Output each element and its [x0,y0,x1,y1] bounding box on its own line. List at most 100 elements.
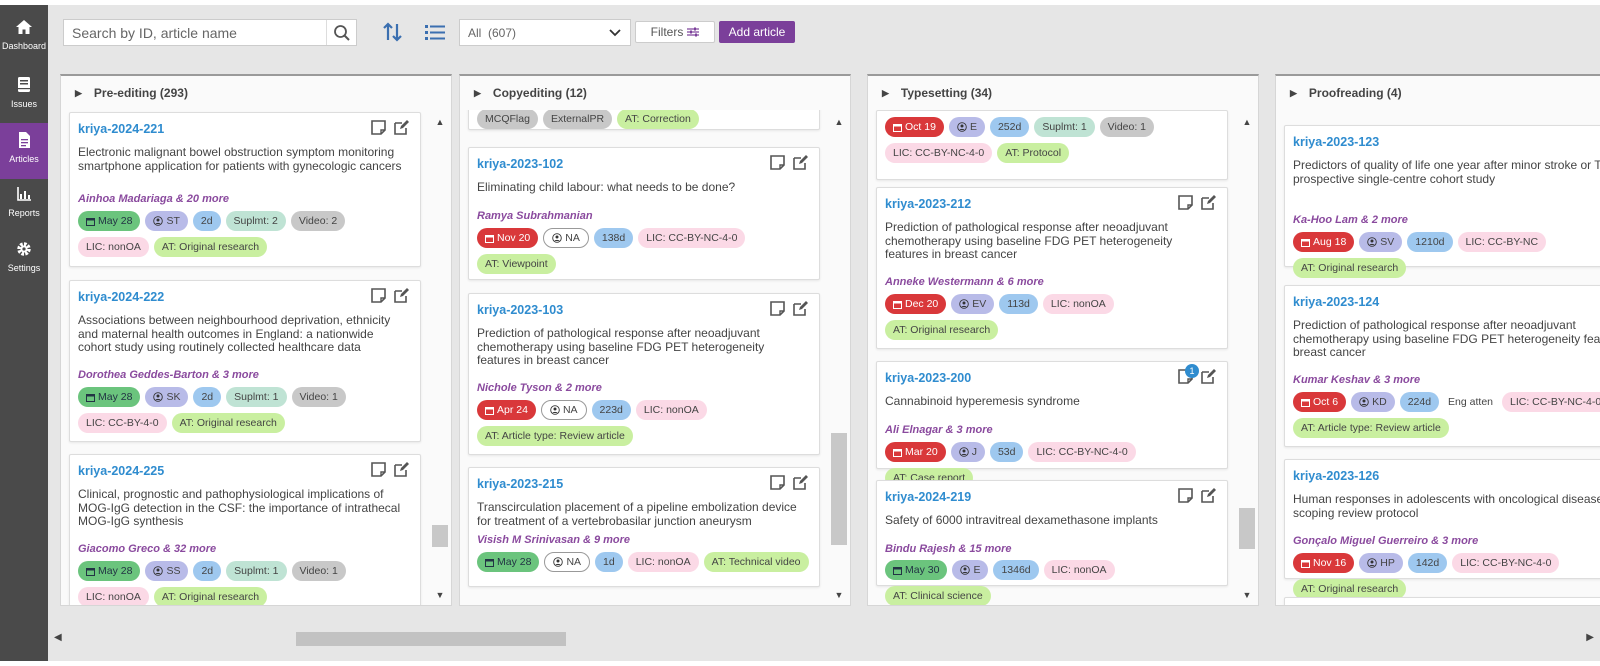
scroll-up-arrow[interactable]: ▲ [1242,117,1252,127]
tag-label: May 28 [98,391,133,403]
note-icon[interactable] [1177,487,1194,504]
edit-icon[interactable] [1200,194,1217,211]
vertical-scrollbar[interactable]: ▲ ▼ [1239,116,1255,601]
article-id-link[interactable]: kriya-2023-102 [477,157,564,171]
scroll-up-arrow[interactable]: ▲ [435,117,445,127]
article-card[interactable]: kriya-2024-222 Associations between neig… [69,280,421,442]
sidebar-item-settings[interactable]: Settings [0,232,48,288]
article-id-link[interactable]: kriya-2024-219 [885,490,972,504]
article-id-link[interactable]: kriya-2024-222 [78,290,165,304]
note-icon[interactable] [370,461,387,478]
article-card[interactable]: kriya-2024-225 Clinical, prognostic and … [69,454,421,605]
scroll-left-arrow[interactable]: ◀ [54,632,62,643]
scroll-down-arrow[interactable]: ▼ [435,590,445,600]
sidebar-item-articles[interactable]: Articles [0,123,48,179]
article-card[interactable]: kriya-2023-102 Eliminating child labour:… [468,147,820,280]
card-actions [370,119,410,136]
toolbar: All (607) Filters Add article [48,5,1600,59]
sort-button[interactable] [381,19,405,45]
sidebar-item-dashboard[interactable]: Dashboard [0,10,48,66]
article-id-link[interactable]: kriya-2023-200 [885,371,972,385]
article-card[interactable]: kriya-2023-123 Predictors of quality of … [1284,125,1600,278]
tag-label: Suplmt: 1 [234,565,279,577]
list-view-button[interactable] [423,19,447,45]
tag: E [952,560,989,580]
tag-label: 138d [601,232,626,244]
article-id-link[interactable]: kriya-2023-212 [885,197,972,211]
article-card[interactable]: kriya-2023-212 Prediction of pathologica… [876,187,1228,349]
column-header[interactable]: ▶ Copyediting (12) [460,76,850,110]
scroll-right-arrow[interactable]: ▶ [1586,632,1594,643]
edit-icon[interactable] [1200,487,1217,504]
horizontal-scroll-thumb[interactable] [296,632,566,646]
note-icon[interactable] [769,154,786,171]
article-id-link[interactable]: kriya-2023-123 [1293,135,1380,149]
note-icon[interactable] [370,287,387,304]
tag: LIC: nonOA [1042,294,1114,314]
add-article-button[interactable]: Add article [719,21,795,43]
article-card[interactable]: kriya-2023-126 Human responses in adoles… [1284,459,1600,599]
column-header[interactable]: ▶ Typesetting (34) [868,76,1258,110]
edit-icon[interactable] [393,119,410,136]
vertical-scrollbar[interactable]: ▲ ▼ [432,116,448,601]
article-card-partial[interactable]: Oct 19 E 252d Suplmt: 1 Video: 1 LIC: CC-BY-N… [876,110,1228,180]
note-icon[interactable] [769,300,786,317]
calendar-icon [86,217,95,226]
sidebar-item-label: Articles [9,154,39,164]
article-card[interactable]: kriya-2023-200 1 Cannabinoid hyperemesis… [876,361,1228,488]
edit-icon[interactable] [1200,368,1217,385]
article-card-partial[interactable]: kriyab-2023-000623 [1284,597,1600,605]
article-card[interactable]: kriya-2024-219 Safety of 6000 intravitre… [876,480,1228,605]
column-header[interactable]: ▶ Proofreading (4) [1276,76,1600,110]
note-icon[interactable] [370,119,387,136]
search-input[interactable] [64,24,314,41]
tag: LIC: CC-BY-NC-4-0 [638,228,746,248]
note-icon[interactable] [1177,194,1194,211]
vertical-scrollbar[interactable]: ▲ ▼ [831,116,847,601]
caret-right-icon[interactable]: ▶ [75,87,82,98]
horizontal-scrollbar[interactable]: ◀ ▶ [48,631,1600,647]
caret-right-icon[interactable]: ▶ [1290,87,1297,98]
scroll-down-arrow[interactable]: ▼ [1242,590,1252,600]
article-card[interactable]: kriya-2023-124 Prediction of pathologica… [1284,285,1600,447]
article-card[interactable]: kriya-2023-103 Prediction of pathologica… [468,293,820,455]
calendar-icon [86,567,95,576]
article-id-link[interactable]: kriya-2023-124 [1293,295,1380,309]
article-card-partial[interactable]: MCQFlag ExternalPR AT: Correction [468,110,820,130]
article-card[interactable]: kriya-2024-221 Electronic malignant bowe… [69,112,421,267]
article-id-link[interactable]: kriya-2023-103 [477,303,564,317]
article-id-link[interactable]: kriya-2023-215 [477,477,564,491]
user-icon [153,216,164,226]
stage-select[interactable]: All (607) [459,19,631,46]
tag-label: LIC: nonOA [1050,298,1106,310]
caret-right-icon[interactable]: ▶ [474,87,481,98]
article-id-link[interactable]: kriya-2023-126 [1293,469,1380,483]
article-card[interactable]: kriya-2023-215 Transcirculation placemen… [468,467,820,587]
tag: AT: Correction [617,110,699,129]
article-id-link[interactable]: kriya-2024-225 [78,464,165,478]
column-header[interactable]: ▶ Pre-editing (293) [61,76,451,110]
vertical-scroll-thumb[interactable] [432,525,448,547]
edit-icon[interactable] [792,474,809,491]
tag-list: May 28 SK 2d Suplmt: 1 Video: 1 LIC: CC-BY-4-… [78,387,414,433]
note-icon[interactable] [769,474,786,491]
edit-icon[interactable] [393,287,410,304]
vertical-scroll-thumb[interactable] [1239,508,1255,549]
edit-icon[interactable] [393,461,410,478]
filters-button[interactable]: Filters [635,21,715,43]
article-id-link[interactable]: kriya-2024-221 [78,122,165,136]
article-authors: Ka-Hoo Lam & 2 more [1293,214,1408,226]
tag-label: NA [566,556,582,568]
caret-right-icon[interactable]: ▶ [882,87,889,98]
sidebar-item-issues[interactable]: Issues [0,68,48,124]
tag: May 28 [78,561,141,581]
edit-icon[interactable] [792,154,809,171]
search-button[interactable] [326,20,356,45]
vertical-scroll-thumb[interactable] [831,433,847,545]
scroll-down-arrow[interactable]: ▼ [834,590,844,600]
tag-label: SK [166,391,181,403]
tag: 2d [192,211,221,231]
edit-icon[interactable] [792,300,809,317]
scroll-up-arrow[interactable]: ▲ [834,117,844,127]
sidebar-item-reports[interactable]: Reports [0,177,48,233]
